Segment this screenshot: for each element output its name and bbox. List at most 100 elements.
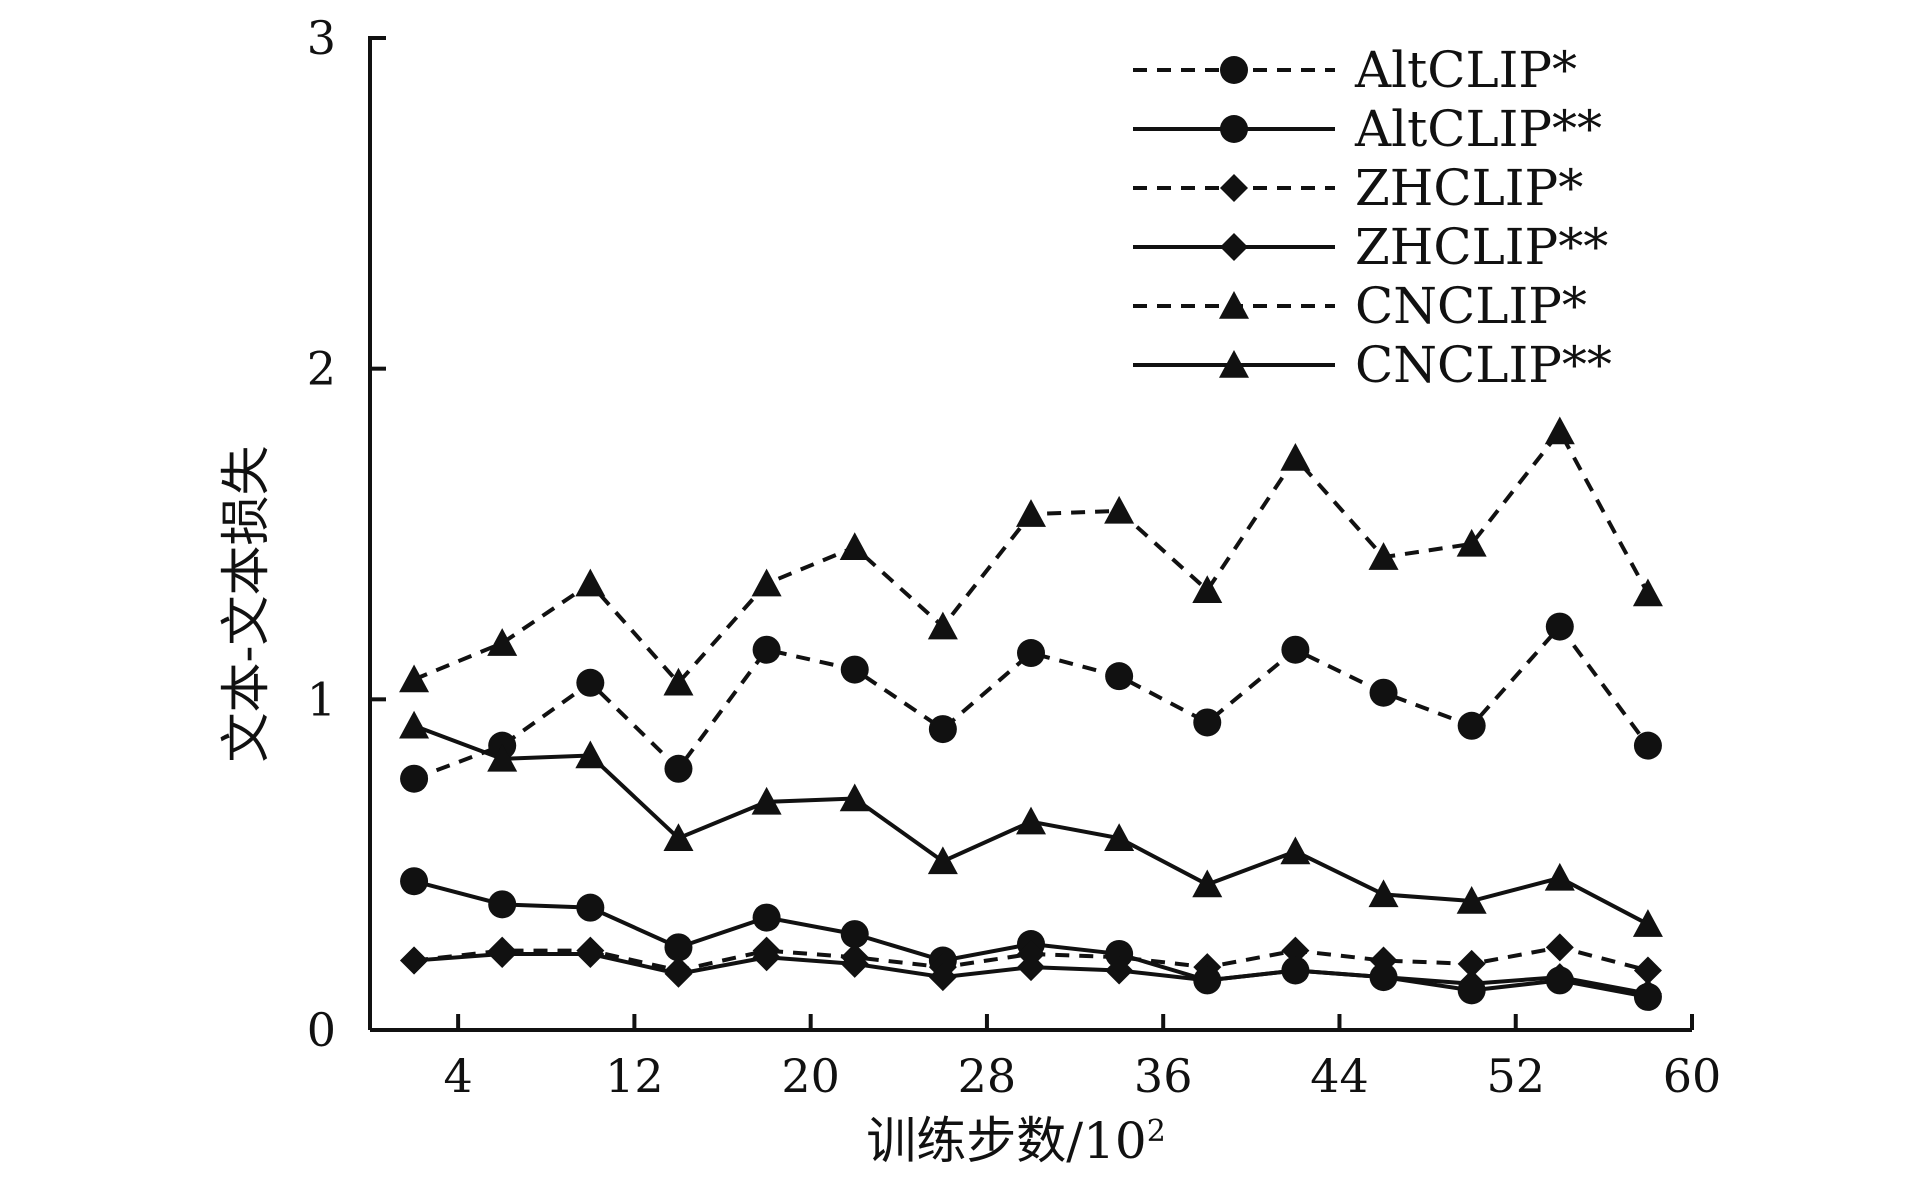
data-point-cnclipss xyxy=(839,783,870,812)
legend-marker xyxy=(1219,291,1249,319)
data-point-cnclips xyxy=(1280,442,1311,471)
legend-marker xyxy=(1220,56,1248,84)
legend-label: ZHCLIP** xyxy=(1355,218,1608,276)
legend-item-zhclipss: ZHCLIP** xyxy=(1133,218,1608,276)
data-point-cnclipss xyxy=(487,743,518,772)
data-point-cnclips xyxy=(487,628,518,656)
data-point-cnclips xyxy=(1456,528,1487,557)
data-point-cnclipss xyxy=(399,710,430,739)
data-point-cnclipss xyxy=(1544,862,1575,891)
data-point-zhclipss xyxy=(488,939,517,968)
data-point-zhclipss xyxy=(840,949,869,978)
legend-item-cnclips: CNCLIP* xyxy=(1133,277,1587,335)
data-point-altclips xyxy=(1369,678,1398,707)
data-point-zhclipss xyxy=(1633,979,1662,1008)
data-point-zhclips xyxy=(1545,933,1574,962)
data-point-altclips xyxy=(1633,731,1662,760)
data-point-altclips xyxy=(1017,639,1045,668)
data-point-altclips xyxy=(400,764,429,793)
data-point-cnclipss xyxy=(927,846,958,875)
data-point-cnclips xyxy=(839,532,870,560)
legend-item-cnclipss: CNCLIP** xyxy=(1133,336,1612,394)
data-point-cnclipss xyxy=(1632,909,1663,937)
data-point-cnclipss xyxy=(1456,886,1487,914)
data-point-zhclipss xyxy=(1017,953,1045,982)
legend: AltCLIP*AltCLIP**ZHCLIP*ZHCLIP**CNCLIP*C… xyxy=(1133,41,1612,394)
data-point-altclipss xyxy=(752,903,781,932)
data-point-zhclipss xyxy=(1193,966,1222,995)
data-point-cnclipss xyxy=(663,823,694,851)
legend-marker xyxy=(1220,115,1248,143)
data-point-altclipss xyxy=(576,893,605,922)
y-tick-label: 2 xyxy=(307,342,336,396)
legend-item-altclipss: AltCLIP** xyxy=(1133,100,1602,158)
data-point-cnclips xyxy=(1632,578,1663,607)
data-point-altclips xyxy=(1281,635,1310,664)
y-tick-label: 0 xyxy=(307,1003,336,1057)
series-cnclips xyxy=(399,416,1663,696)
data-point-zhclipss xyxy=(1369,963,1398,992)
data-point-zhclipss xyxy=(1105,956,1134,985)
data-point-cnclips xyxy=(663,667,694,696)
data-point-altclips xyxy=(1105,662,1134,691)
data-point-altclips xyxy=(928,715,957,744)
legend-item-altclips: AltCLIP* xyxy=(1133,41,1577,99)
legend-label: AltCLIP* xyxy=(1354,41,1577,99)
data-point-zhclips xyxy=(1369,946,1398,975)
data-point-cnclips xyxy=(575,568,606,597)
data-point-zhclips xyxy=(1633,956,1662,985)
series-line-zhclips xyxy=(413,945,1649,973)
data-point-zhclipss xyxy=(576,939,605,968)
legend-marker xyxy=(1220,233,1248,261)
x-axis-title: 训练步数/102 xyxy=(866,1112,1166,1170)
x-tick-label: 20 xyxy=(781,1049,840,1103)
data-point-cnclipss xyxy=(1104,823,1135,851)
data-point-cnclips xyxy=(1104,495,1135,524)
x-axis-title-sup: 2 xyxy=(1147,1114,1166,1149)
data-point-cnclipss xyxy=(1280,836,1311,865)
data-point-zhclips xyxy=(1457,949,1486,978)
data-point-altclipss xyxy=(840,920,869,949)
data-point-altclips xyxy=(1457,711,1486,740)
y-tick-label: 3 xyxy=(307,11,336,65)
data-point-zhclipss xyxy=(1545,963,1574,992)
data-point-zhclips xyxy=(1281,936,1310,965)
series-altclips xyxy=(400,612,1662,793)
y-axis-title: 文本-文本损失 xyxy=(217,446,275,763)
data-point-cnclips xyxy=(1016,499,1046,527)
data-point-cnclipss xyxy=(751,786,782,815)
data-point-altclips xyxy=(840,655,869,684)
x-tick-label: 4 xyxy=(443,1049,472,1103)
data-point-altclipss xyxy=(664,933,693,962)
data-point-cnclipss xyxy=(1016,806,1046,835)
data-point-altclips xyxy=(752,635,781,664)
data-point-zhclipss xyxy=(400,946,429,975)
x-tick-label: 44 xyxy=(1310,1049,1369,1103)
data-point-zhclipss xyxy=(1457,969,1486,998)
x-axis-title-text: 训练步数/10 xyxy=(866,1112,1146,1170)
data-point-cnclipss xyxy=(1368,879,1399,908)
x-tick-label: 36 xyxy=(1134,1049,1193,1103)
x-tick-label: 12 xyxy=(605,1049,664,1103)
data-point-cnclips xyxy=(399,664,430,693)
data-point-altclips xyxy=(1545,612,1574,641)
data-point-altclipss xyxy=(488,890,517,919)
data-point-altclips xyxy=(664,754,693,783)
data-point-zhclipss xyxy=(1281,956,1310,985)
data-point-cnclips xyxy=(1544,416,1575,445)
data-point-cnclipss xyxy=(1192,869,1223,898)
series-zhclipss xyxy=(400,939,1662,1008)
legend-label: CNCLIP* xyxy=(1355,277,1587,335)
data-point-cnclips xyxy=(1368,542,1399,570)
y-tick-label: 1 xyxy=(307,672,336,726)
data-point-altclips xyxy=(576,668,605,697)
x-tick-label: 52 xyxy=(1486,1049,1545,1103)
series-line-altclips xyxy=(413,623,1650,781)
legend-item-zhclips: ZHCLIP* xyxy=(1133,159,1583,217)
data-point-zhclipss xyxy=(664,959,693,988)
data-point-cnclipss xyxy=(575,740,606,769)
data-point-cnclips xyxy=(751,568,782,597)
legend-label: ZHCLIP* xyxy=(1355,159,1583,217)
